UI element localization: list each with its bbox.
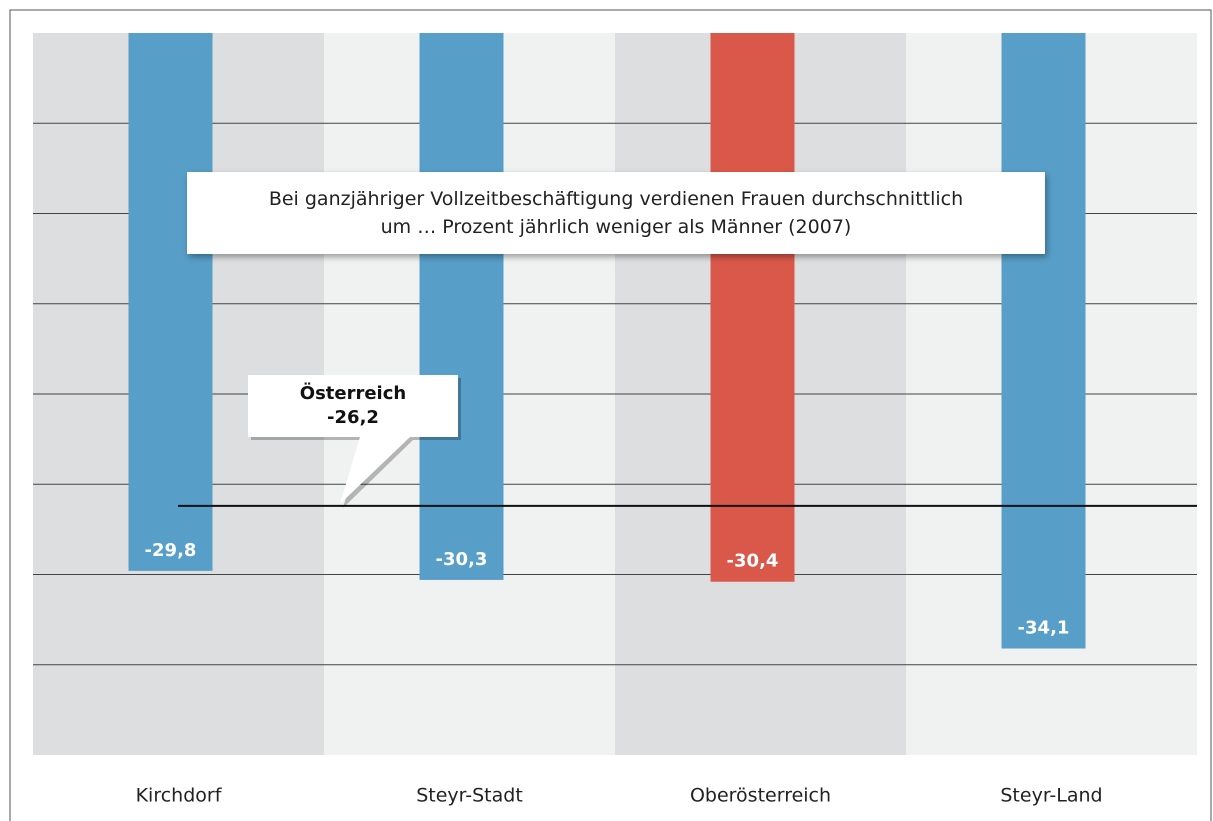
reference-label: Österreich	[299, 383, 407, 404]
callout-box	[248, 375, 458, 504]
x-tick-label: Steyr-Land	[1000, 785, 1102, 807]
x-tick-label: Oberösterreich	[690, 785, 831, 807]
x-tick-label: Steyr-Stadt	[416, 785, 523, 807]
value-label: -34,1	[1018, 618, 1070, 639]
chart-title: Bei ganzjähriger Vollzeitbeschäftigung v…	[187, 172, 1045, 254]
bar	[419, 33, 504, 580]
reference	[178, 375, 1197, 508]
bar	[128, 33, 213, 571]
frame	[9, 9, 1212, 821]
bars: -29,8 -30,3 -30,4 -34,1	[128, 33, 1086, 649]
bar	[1001, 33, 1086, 649]
bar	[710, 33, 795, 582]
reference-callout: Österreich -26,2	[248, 375, 458, 437]
value-label: -29,8	[145, 540, 197, 561]
x-tick-label: Kirchdorf	[136, 785, 223, 807]
reference-value: -26,2	[327, 407, 379, 428]
value-label: -30,4	[727, 551, 779, 572]
value-label: -30,3	[436, 549, 488, 570]
